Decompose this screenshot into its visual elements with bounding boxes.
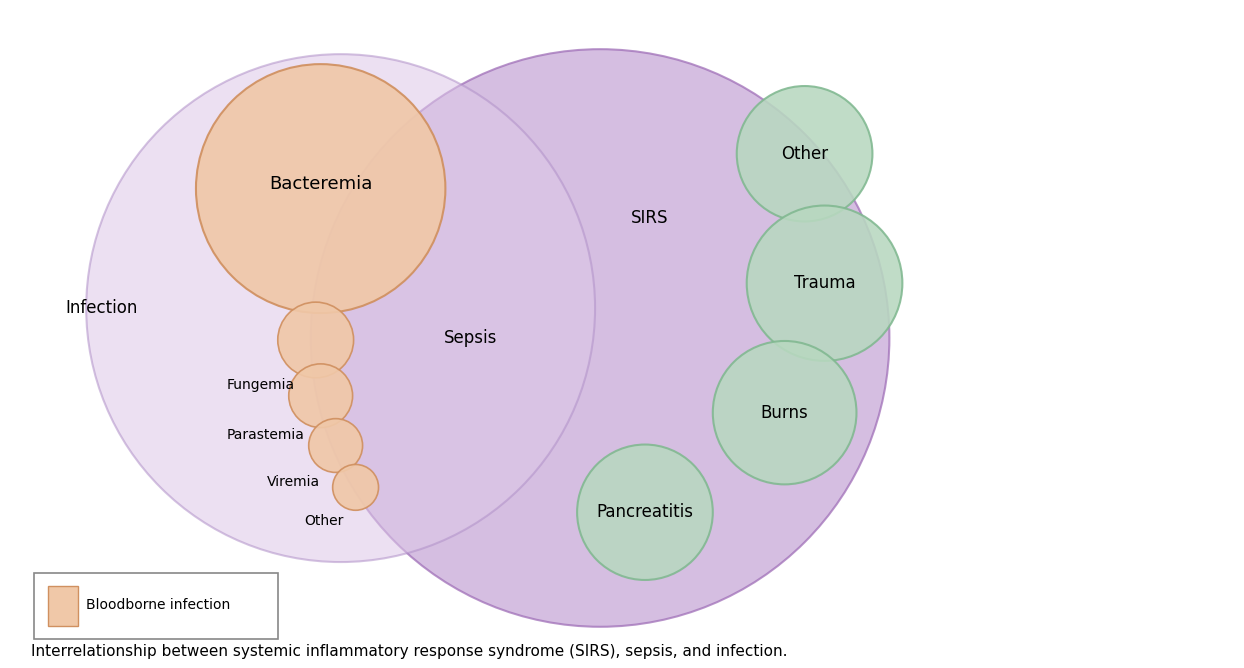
Text: Burns: Burns — [761, 403, 809, 422]
Circle shape — [713, 341, 856, 484]
Text: Parastemia: Parastemia — [226, 428, 305, 442]
Text: Infection: Infection — [65, 299, 137, 317]
Circle shape — [311, 49, 889, 627]
Text: SIRS: SIRS — [631, 210, 669, 228]
Text: Other: Other — [304, 514, 343, 528]
Text: Bloodborne infection: Bloodborne infection — [86, 598, 230, 612]
Circle shape — [746, 206, 902, 361]
Text: Trauma: Trauma — [794, 274, 856, 292]
Circle shape — [309, 419, 362, 472]
Text: Other: Other — [781, 145, 829, 163]
FancyBboxPatch shape — [49, 586, 78, 626]
Circle shape — [736, 86, 872, 222]
Circle shape — [332, 464, 378, 510]
Text: Bacteremia: Bacteremia — [269, 174, 372, 192]
Text: Sepsis: Sepsis — [444, 329, 498, 347]
Circle shape — [86, 54, 595, 562]
Text: Interrelationship between systemic inflammatory response syndrome (SIRS), sepsis: Interrelationship between systemic infla… — [31, 644, 787, 659]
Circle shape — [289, 364, 352, 428]
FancyBboxPatch shape — [35, 573, 277, 639]
Text: Viremia: Viremia — [267, 476, 320, 490]
Circle shape — [577, 444, 713, 580]
Text: Fungemia: Fungemia — [226, 378, 295, 392]
Circle shape — [277, 302, 353, 378]
Text: Pancreatitis: Pancreatitis — [596, 503, 693, 521]
Circle shape — [197, 64, 445, 313]
